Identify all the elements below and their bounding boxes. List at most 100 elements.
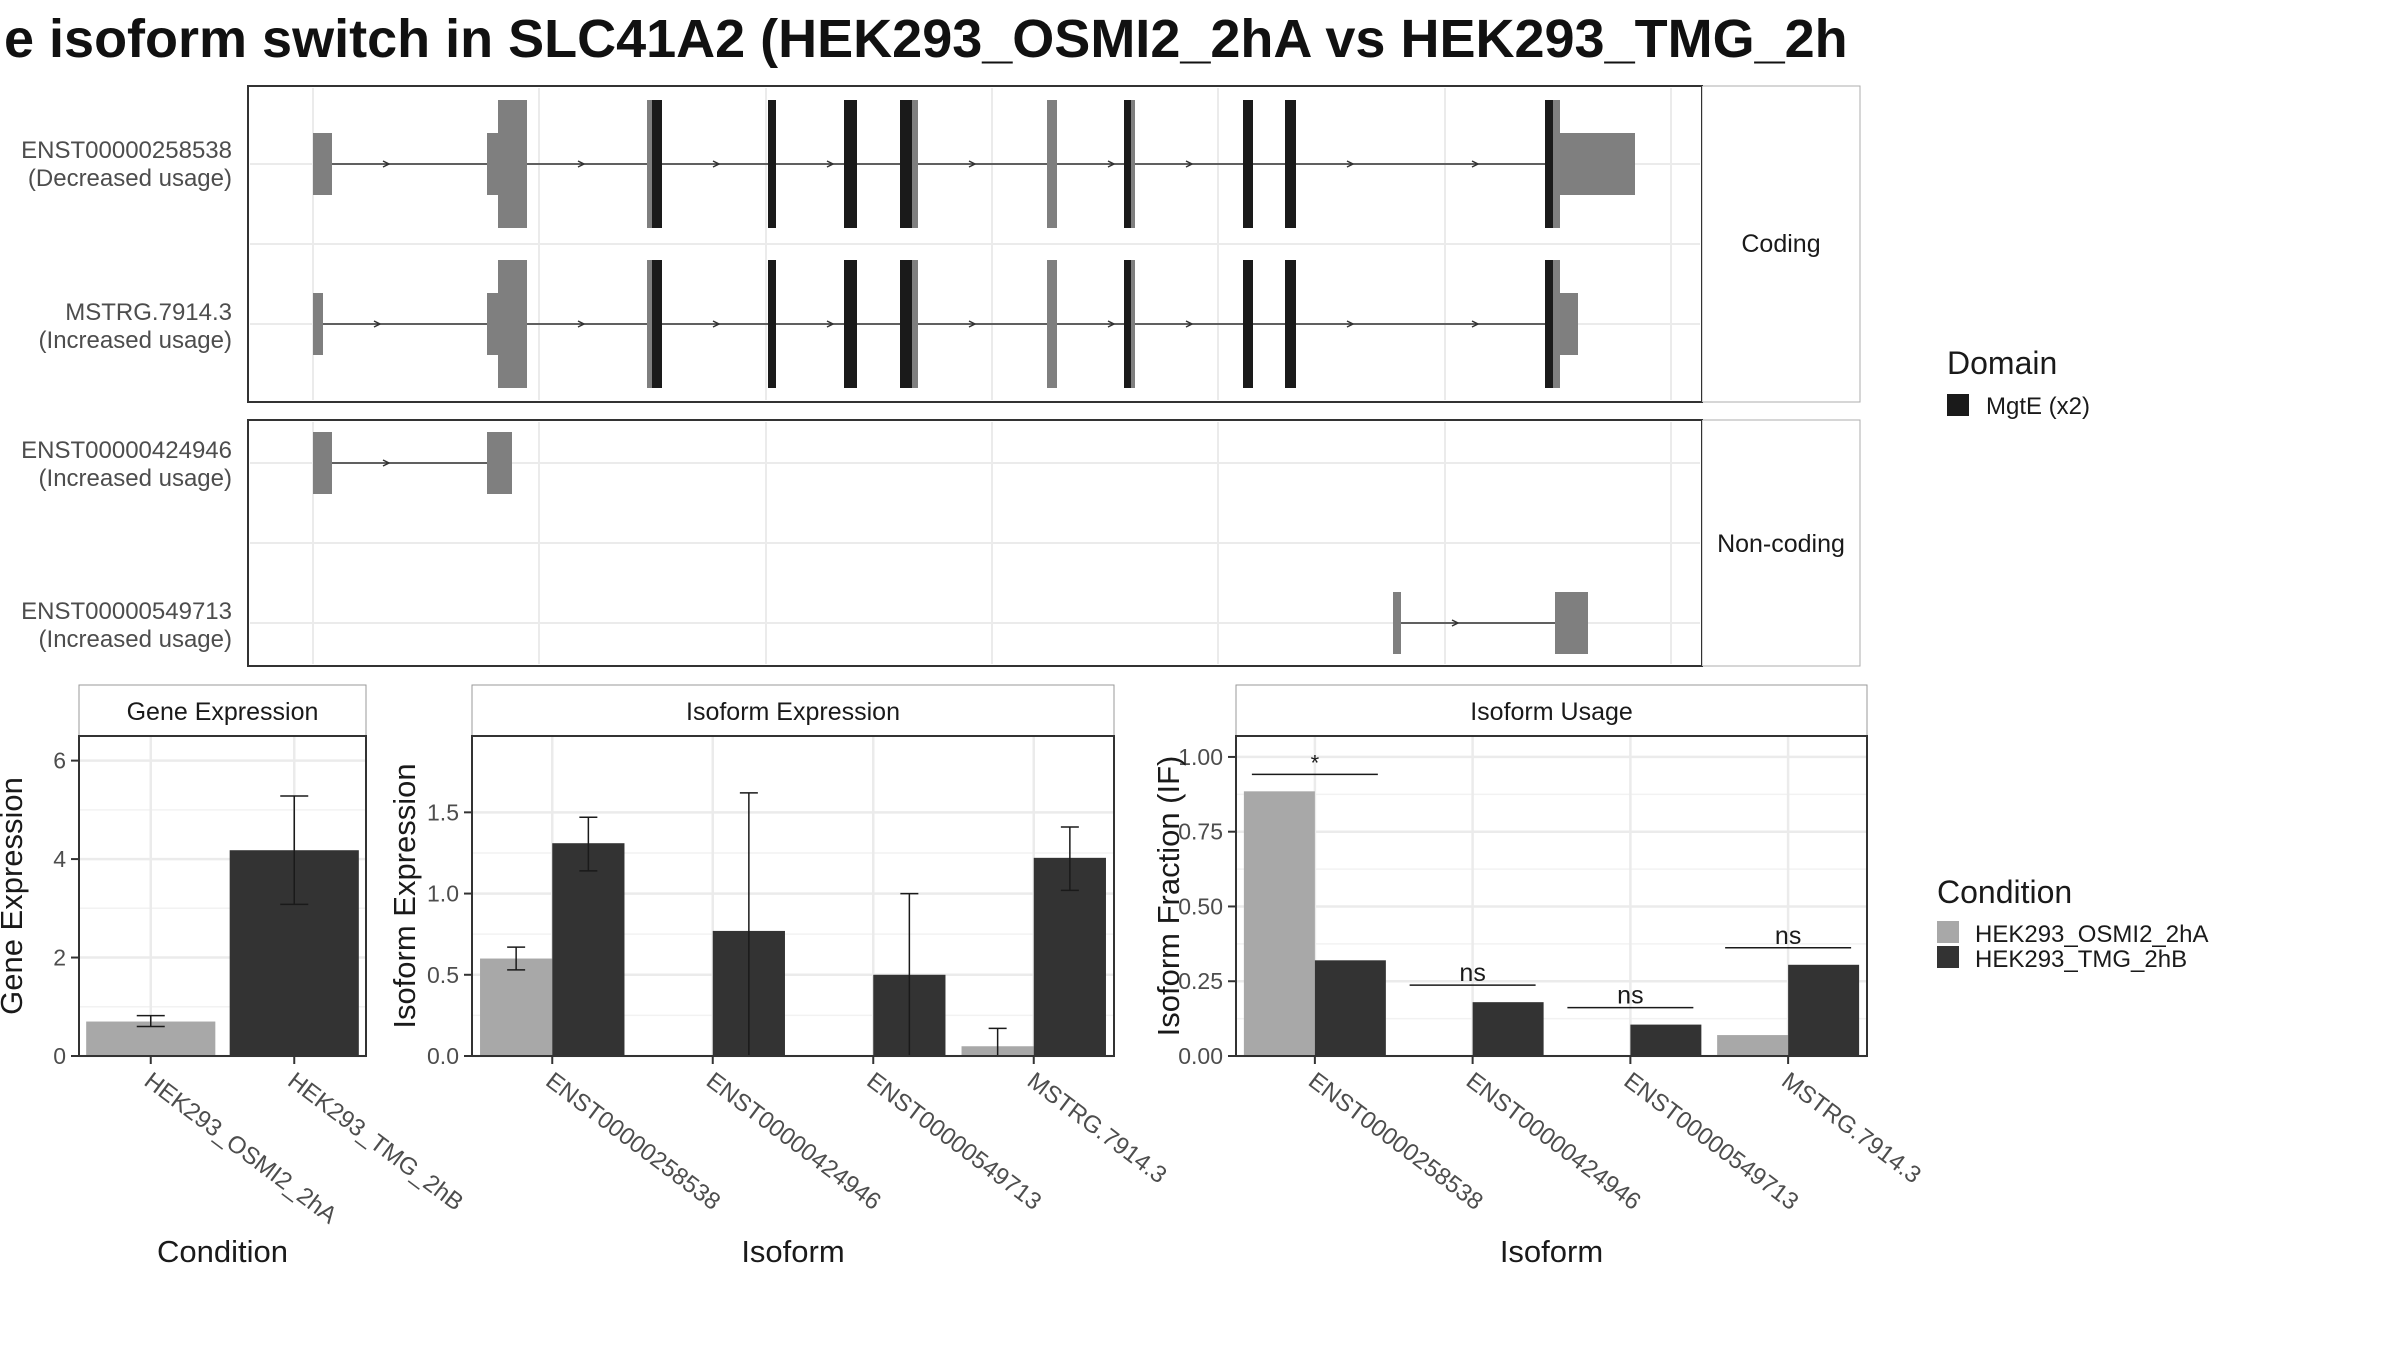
- x-tick-label: MSTRG.7914.3: [1777, 1067, 1926, 1189]
- y-tick-label: 6: [53, 748, 66, 774]
- significance-label: ns: [1459, 959, 1485, 987]
- intron-arrow: [1471, 160, 1480, 168]
- exon: [1047, 100, 1057, 228]
- exon: [487, 432, 512, 494]
- intron-arrow: [1185, 320, 1194, 328]
- isoform-label: ENST00000424946: [21, 437, 232, 464]
- domain-legend-title: Domain: [1947, 345, 2057, 381]
- chart-panel-1: Isoform Expression0.00.51.01.5ENST000002…: [387, 684, 1172, 1269]
- y-axis-title: Isoform Expression: [387, 763, 422, 1028]
- y-tick-label: 1.00: [1178, 744, 1223, 770]
- noncoding-strip-label: Non-coding: [1717, 530, 1845, 558]
- exon: [1545, 100, 1553, 228]
- bar: [1788, 964, 1860, 1056]
- exon: [1124, 260, 1131, 388]
- y-tick-label: 4: [53, 846, 66, 872]
- bar: [1243, 791, 1315, 1056]
- transcript-track-enst00000549713: [1393, 592, 1588, 654]
- exon: [487, 293, 498, 355]
- intron-arrow: [968, 320, 977, 328]
- intron-arrow: [1471, 320, 1480, 328]
- y-tick-label: 0.50: [1178, 893, 1223, 919]
- exon: [498, 260, 527, 388]
- y-axis-title: Gene Expression: [0, 777, 29, 1015]
- exon: [768, 260, 776, 388]
- intron-arrow: [1185, 160, 1194, 168]
- isoform-usage-label: (Increased usage): [39, 327, 232, 354]
- exon: [1545, 260, 1553, 388]
- intron-arrow: [1107, 320, 1116, 328]
- exon: [313, 133, 332, 195]
- transcript-track-mstrg79143: [313, 260, 1578, 388]
- intron-arrow: [826, 160, 835, 168]
- figure-title: e isoform switch in SLC41A2 (HEK293_OSMI…: [4, 9, 1848, 69]
- condition-legend-label-b: HEK293_TMG_2hB: [1975, 946, 2187, 973]
- isoform-row-labels: ENST00000258538 (Decreased usage) MSTRG.…: [21, 137, 232, 653]
- transcript-tracks: [313, 100, 1635, 654]
- exon: [1243, 100, 1253, 228]
- intron-arrow: [712, 160, 721, 168]
- exon: [313, 293, 323, 355]
- significance-label: ns: [1775, 922, 1801, 950]
- panel-strip: [471, 684, 1115, 737]
- y-tick-label: 1.5: [427, 799, 459, 825]
- significance-label: ns: [1617, 982, 1643, 1010]
- isoform-label: ENST00000549713: [21, 598, 232, 625]
- exon: [1285, 260, 1296, 388]
- bar: [480, 958, 553, 1056]
- y-tick-label: 0.5: [427, 962, 459, 988]
- exon: [844, 100, 857, 228]
- panel-strip-label: Gene Expression: [127, 698, 319, 726]
- exon: [844, 260, 857, 388]
- y-tick-label: 0.25: [1178, 968, 1223, 994]
- exon: [1560, 293, 1578, 355]
- intron-arrow: [1451, 619, 1460, 627]
- coding-strip-label: Coding: [1741, 230, 1820, 258]
- x-axis-title: Isoform: [741, 1234, 844, 1269]
- x-tick-label: ENST00000549713: [862, 1067, 1047, 1215]
- intron-arrow: [382, 459, 391, 467]
- transcript-track-enst00000258538: [313, 100, 1635, 228]
- bar-chart-panels: Gene Expression0246HEK293_OSMI2_2hAHEK29…: [0, 684, 1926, 1269]
- structure-panel: Coding Non-coding ENST00000258538 (Decre…: [21, 85, 2090, 667]
- intron-arrow: [826, 320, 835, 328]
- intron-arrow: [1107, 160, 1116, 168]
- condition-legend-swatch-b: [1937, 946, 1959, 968]
- condition-legend-swatch-a: [1937, 921, 1959, 943]
- exon: [1047, 260, 1057, 388]
- isoform-label: MSTRG.7914.3: [65, 299, 232, 326]
- exon: [313, 432, 332, 494]
- bar: [1717, 1035, 1789, 1056]
- exon: [1243, 260, 1253, 388]
- intron-arrow: [1346, 160, 1355, 168]
- intron-arrow: [1346, 320, 1355, 328]
- plot-frame: [1235, 735, 1868, 1057]
- condition-legend-title: Condition: [1937, 874, 2072, 910]
- x-axis-title: Isoform: [1500, 1234, 1603, 1269]
- intron-arrow: [577, 160, 586, 168]
- bar: [1314, 960, 1386, 1056]
- x-tick-label: ENST00000424946: [701, 1067, 886, 1215]
- isoform-usage-label: (Increased usage): [39, 465, 232, 492]
- y-tick-label: 1.0: [427, 881, 459, 907]
- plot-frame: [471, 735, 1115, 1057]
- exon: [900, 260, 912, 388]
- y-tick-label: 2: [53, 945, 66, 971]
- bar: [1472, 1002, 1544, 1056]
- intron-arrow: [712, 320, 721, 328]
- coding-strip: [1701, 85, 1861, 403]
- intron-arrow: [577, 320, 586, 328]
- panel-strip-label: Isoform Usage: [1470, 698, 1633, 726]
- intron-arrow: [968, 160, 977, 168]
- significance-label: *: [1311, 750, 1320, 775]
- panel-strip: [78, 684, 367, 737]
- transcript-track-enst00000424946: [313, 432, 512, 494]
- noncoding-strip: [1701, 419, 1861, 667]
- domain-legend: Domain MgtE (x2): [1947, 345, 2090, 420]
- x-tick-label: ENST00000424946: [1461, 1067, 1646, 1215]
- isoform-usage-label: (Increased usage): [39, 626, 232, 653]
- exon: [652, 260, 662, 388]
- isoform-label: ENST00000258538: [21, 137, 232, 164]
- y-tick-label: 0: [53, 1043, 66, 1069]
- plot-frame: [78, 735, 367, 1057]
